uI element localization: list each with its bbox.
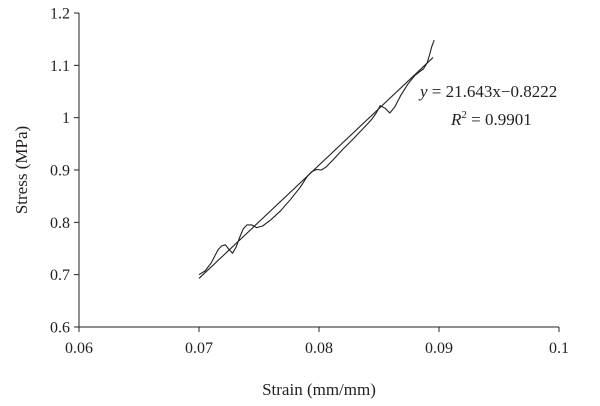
y-tick-label: 0.9 [50,163,70,180]
x-tick-label: 0.06 [65,340,93,357]
r2-label: R [450,110,462,129]
y-tick-label: 0.8 [50,215,70,232]
x-ticks: 0.06 0.07 0.08 0.09 0.1 [65,327,569,357]
y-tick-label: 1 [62,110,70,127]
r-squared-annotation: R2 = 0.9901 [450,109,532,129]
equation-rest: = 21.643x−0.8222 [428,82,558,101]
r2-sup: 2 [461,109,467,121]
y-tick-label: 0.6 [50,320,70,337]
equation-y: y [418,82,428,101]
y-axis-label: Stress (MPa) [12,126,31,214]
trendline [198,57,434,279]
r2-value: = 0.9901 [467,110,532,129]
x-tick-label: 0.07 [185,340,213,357]
series-group [198,40,435,279]
x-axis-label: Strain (mm/mm) [262,380,376,399]
y-tick-label: 0.7 [50,267,70,284]
trendline-equation: y = 21.643x−0.8222 [418,82,557,101]
y-tick-label: 1.2 [50,6,70,23]
x-tick-label: 0.09 [425,340,453,357]
x-tick-label: 0.08 [305,340,333,357]
y-tick-label: 1.1 [50,58,70,75]
y-ticks: 0.6 0.7 0.8 0.9 1 1.1 1.2 [50,6,79,337]
data-series-line [198,40,435,276]
x-tick-label: 0.1 [549,340,569,357]
